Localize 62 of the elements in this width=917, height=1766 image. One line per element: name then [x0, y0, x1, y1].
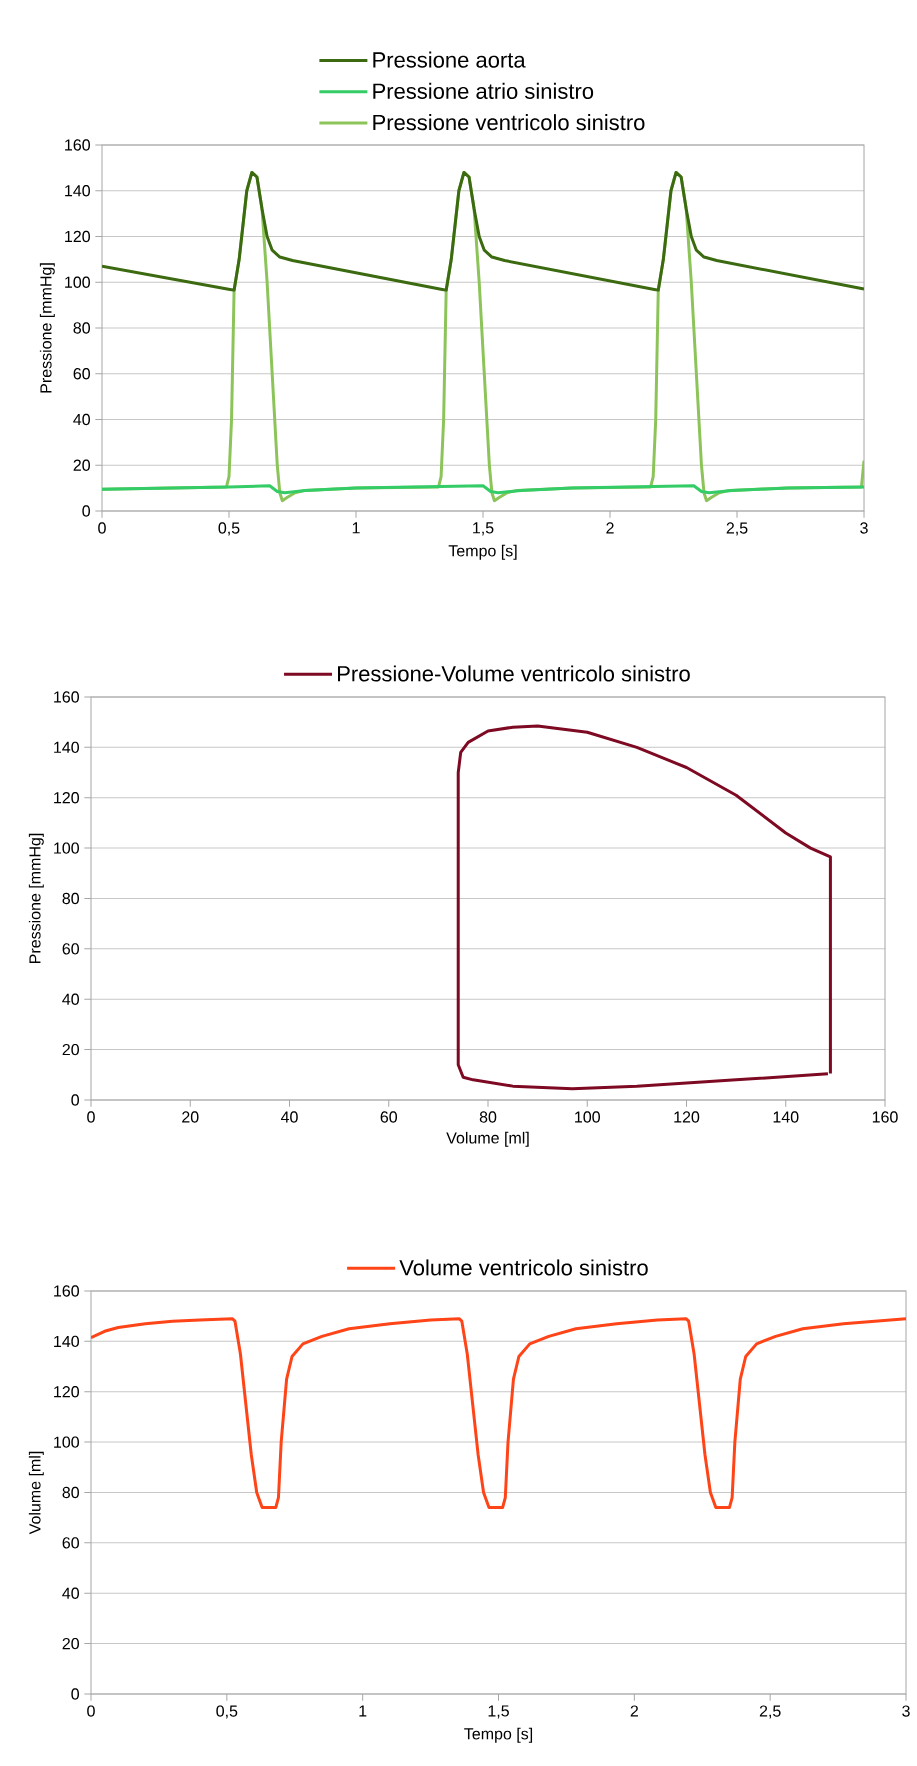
legend-label: Pressione ventricolo sinistro — [373, 114, 645, 131]
x-tick-label: 1,5 — [488, 1705, 509, 1719]
y-tick-label: 100 — [65, 276, 90, 288]
line-series — [102, 170, 865, 292]
y-tick-label: 0 — [71, 1094, 80, 1106]
x-tick-label: 80 — [479, 1111, 497, 1123]
y-tick-label: 140 — [65, 185, 90, 197]
legend-label: Pressione aorta — [373, 51, 526, 68]
y-tick-label: 0 — [71, 1688, 80, 1700]
legend-label: Pressione atrio sinistro — [373, 82, 594, 99]
y-tick-label: 80 — [73, 322, 90, 334]
y-axis-title: Pressione [mmHg] — [39, 263, 55, 393]
y-tick-label: 100 — [54, 842, 79, 854]
y-tick-label: 120 — [54, 1386, 79, 1398]
y-tick-label: 40 — [62, 1587, 79, 1599]
y-tick-label: 100 — [54, 1436, 79, 1448]
y-tick-label: 160 — [65, 139, 90, 151]
x-tick-label: 140 — [773, 1111, 799, 1123]
line-series — [456, 724, 832, 1091]
y-axis-title: Pressione [mmHg] — [28, 833, 44, 963]
x-tick-label: 120 — [674, 1111, 700, 1123]
x-tick-label: 60 — [380, 1111, 398, 1123]
y-tick-label: 140 — [54, 741, 79, 754]
x-tick-label: 2,5 — [726, 522, 748, 536]
y-tick-label: 20 — [62, 1637, 79, 1650]
x-tick-label: 40 — [280, 1111, 298, 1123]
x-axis-title: Tempo [s] — [448, 544, 517, 560]
y-tick-label: 0 — [82, 505, 90, 517]
x-tick-label: 3 — [860, 522, 868, 534]
x-tick-label: 2,5 — [759, 1705, 781, 1719]
x-tick-label: 1 — [359, 1705, 367, 1717]
y-tick-label: 80 — [62, 1486, 79, 1499]
x-tick-label: 1,5 — [473, 522, 494, 536]
y-tick-label: 40 — [62, 993, 79, 1005]
y-tick-label: 60 — [62, 1537, 79, 1549]
y-tick-label: 60 — [62, 943, 79, 955]
x-tick-label: 160 — [872, 1111, 898, 1123]
y-tick-label: 80 — [62, 892, 79, 905]
x-tick-label: 20 — [182, 1111, 199, 1123]
x-tick-label: 2 — [606, 522, 614, 534]
y-tick-label: 160 — [54, 1285, 79, 1297]
y-tick-label: 120 — [65, 230, 90, 243]
x-tick-label: 0 — [98, 522, 106, 534]
x-axis-title: Tempo [s] — [464, 1727, 533, 1743]
legend-label: Pressione-Volume ventricolo sinistro — [338, 665, 690, 682]
x-tick-label: 3 — [902, 1705, 910, 1717]
x-tick-label: 1 — [352, 522, 360, 534]
y-tick-label: 20 — [73, 459, 90, 471]
line-series — [102, 484, 865, 495]
y-axis-title: Volume [ml] — [28, 1451, 44, 1535]
legend-label: Volume ventricolo sinistro — [399, 1259, 648, 1276]
x-tick-label: 0,5 — [216, 1705, 238, 1719]
x-tick-label: 2 — [630, 1705, 638, 1717]
y-tick-label: 40 — [73, 413, 90, 426]
x-tick-label: 100 — [575, 1111, 600, 1123]
y-tick-label: 140 — [54, 1335, 79, 1348]
x-tick-label: 0,5 — [218, 522, 240, 536]
y-tick-label: 60 — [73, 368, 90, 380]
y-tick-label: 160 — [54, 691, 79, 703]
y-tick-label: 120 — [54, 792, 79, 804]
x-axis-title: Volume [ml] — [446, 1131, 529, 1147]
y-tick-label: 20 — [62, 1043, 79, 1056]
